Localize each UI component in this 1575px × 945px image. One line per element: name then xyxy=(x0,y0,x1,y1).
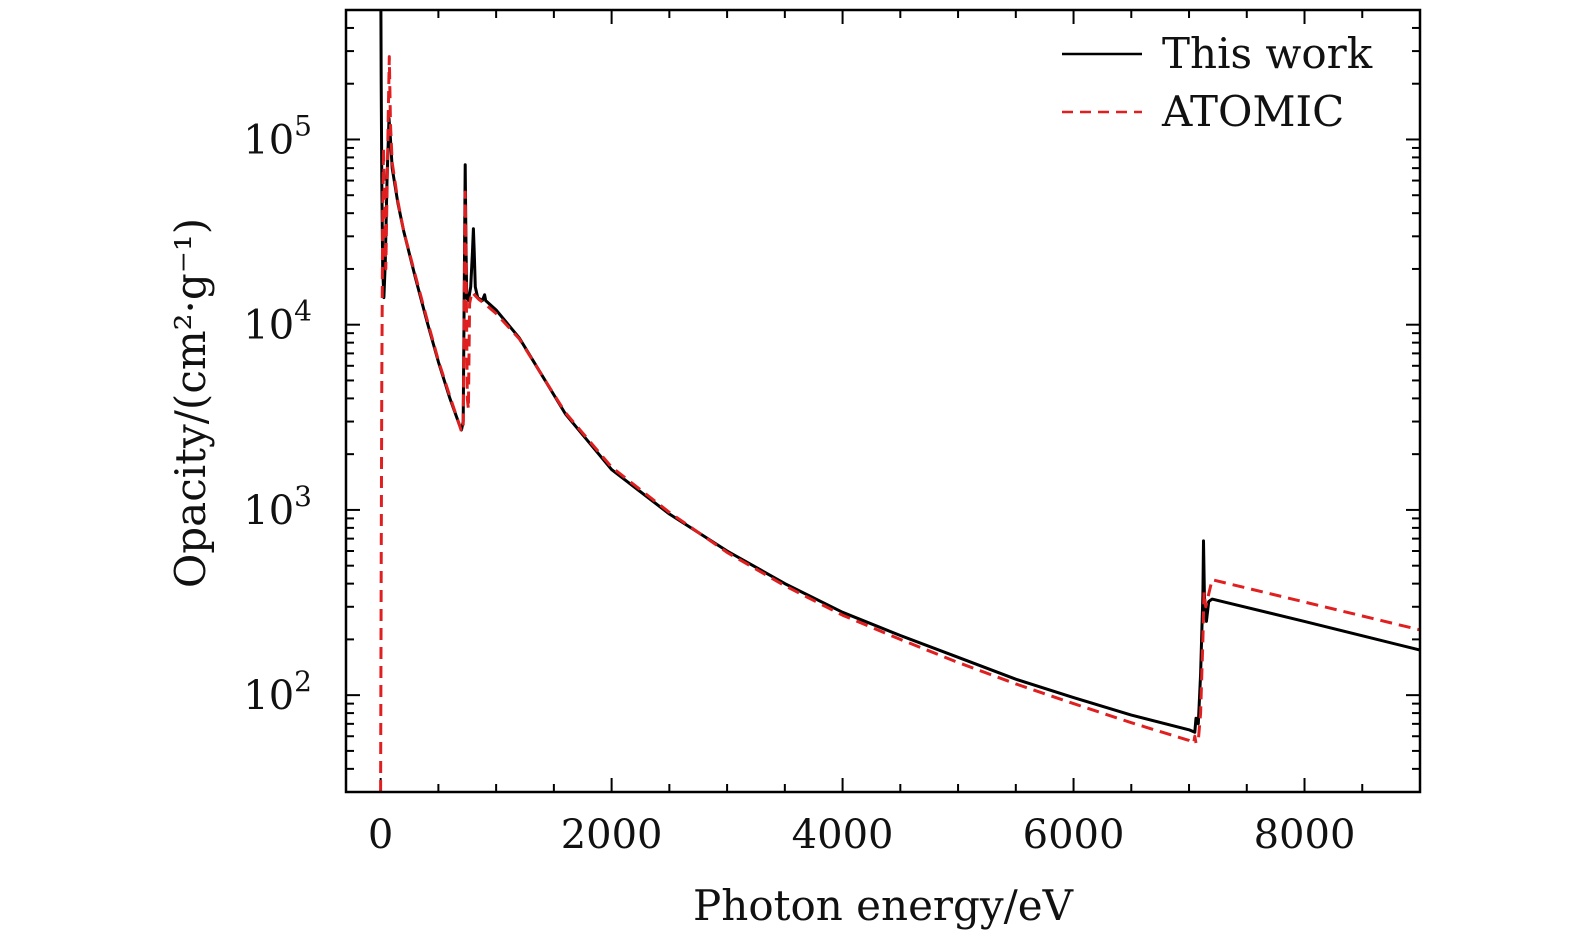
x-axis-title: Photon energy/eV xyxy=(693,881,1074,930)
y-tick-labels: 102 103 104 105 xyxy=(243,109,312,719)
legend-label-atomic: ATOMIC xyxy=(1161,87,1344,136)
legend: This work ATOMIC xyxy=(1062,29,1373,136)
series-layer xyxy=(379,10,1420,792)
y-axis-title: Opacity/(cm²·g⁻¹) xyxy=(166,218,215,588)
x-tick-label: 6000 xyxy=(1023,812,1125,858)
y-tick-label: 102 xyxy=(243,665,312,719)
y-tick-label: 105 xyxy=(243,109,312,163)
x-tick-label: 8000 xyxy=(1254,812,1356,858)
series-line-atomic xyxy=(379,55,1420,792)
x-tick-label: 0 xyxy=(368,812,393,858)
x-tick-labels: 0 2000 4000 6000 8000 xyxy=(368,812,1355,858)
legend-label-this-work: This work xyxy=(1162,29,1373,78)
y-tick-label: 103 xyxy=(243,480,312,534)
y-tick-label: 104 xyxy=(243,295,312,349)
plot-frame xyxy=(344,8,1422,794)
x-tick-label: 2000 xyxy=(561,812,663,858)
x-tick-label: 4000 xyxy=(792,812,894,858)
